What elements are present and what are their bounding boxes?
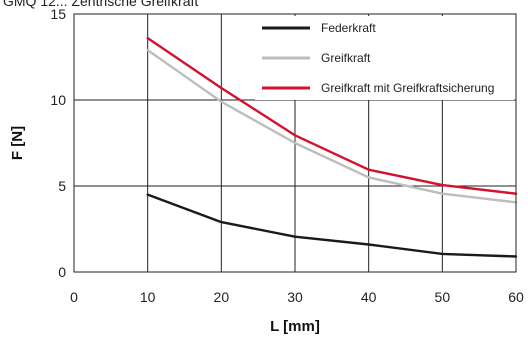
x-tick-label-6: 60 <box>508 289 524 305</box>
y-tick-label-3: 15 <box>50 6 66 22</box>
x-tick-label-4: 40 <box>361 289 377 305</box>
series-line-0 <box>146 193 518 258</box>
y-tick-label-2: 10 <box>50 92 66 108</box>
series-lines <box>146 36 518 258</box>
x-tick-label-3: 30 <box>287 289 303 305</box>
x-axis-label: L [mm] <box>270 318 320 335</box>
plot-frame <box>73 13 517 273</box>
legend-label-0: Federkraft <box>321 21 376 35</box>
legend-label-1: Greifkraft <box>321 51 371 65</box>
y-axis-label: F [N] <box>9 126 26 160</box>
x-tick-label-5: 50 <box>435 289 451 305</box>
legend: Federkraft Greifkraft Greifkraft mit Greif… <box>262 21 494 95</box>
x-tick-label-1: 10 <box>140 289 156 305</box>
y-tick-label-0: 0 <box>58 264 66 280</box>
legend-label-2: Greifkraft mit Greifkraftsicherung <box>321 81 494 95</box>
chart-title: GMQ 12..: Zentrische Greifkraft <box>3 0 199 9</box>
series-line-1 <box>146 48 518 204</box>
x-tick-label-2: 20 <box>214 289 230 305</box>
y-tick-label-1: 5 <box>58 178 66 194</box>
series-line-2 <box>146 36 518 195</box>
x-tick-label-0: 0 <box>70 289 78 305</box>
x-tick-labels: 0 10 20 30 40 50 60 <box>70 289 524 305</box>
y-tick-labels: 0 5 10 15 <box>50 6 66 280</box>
